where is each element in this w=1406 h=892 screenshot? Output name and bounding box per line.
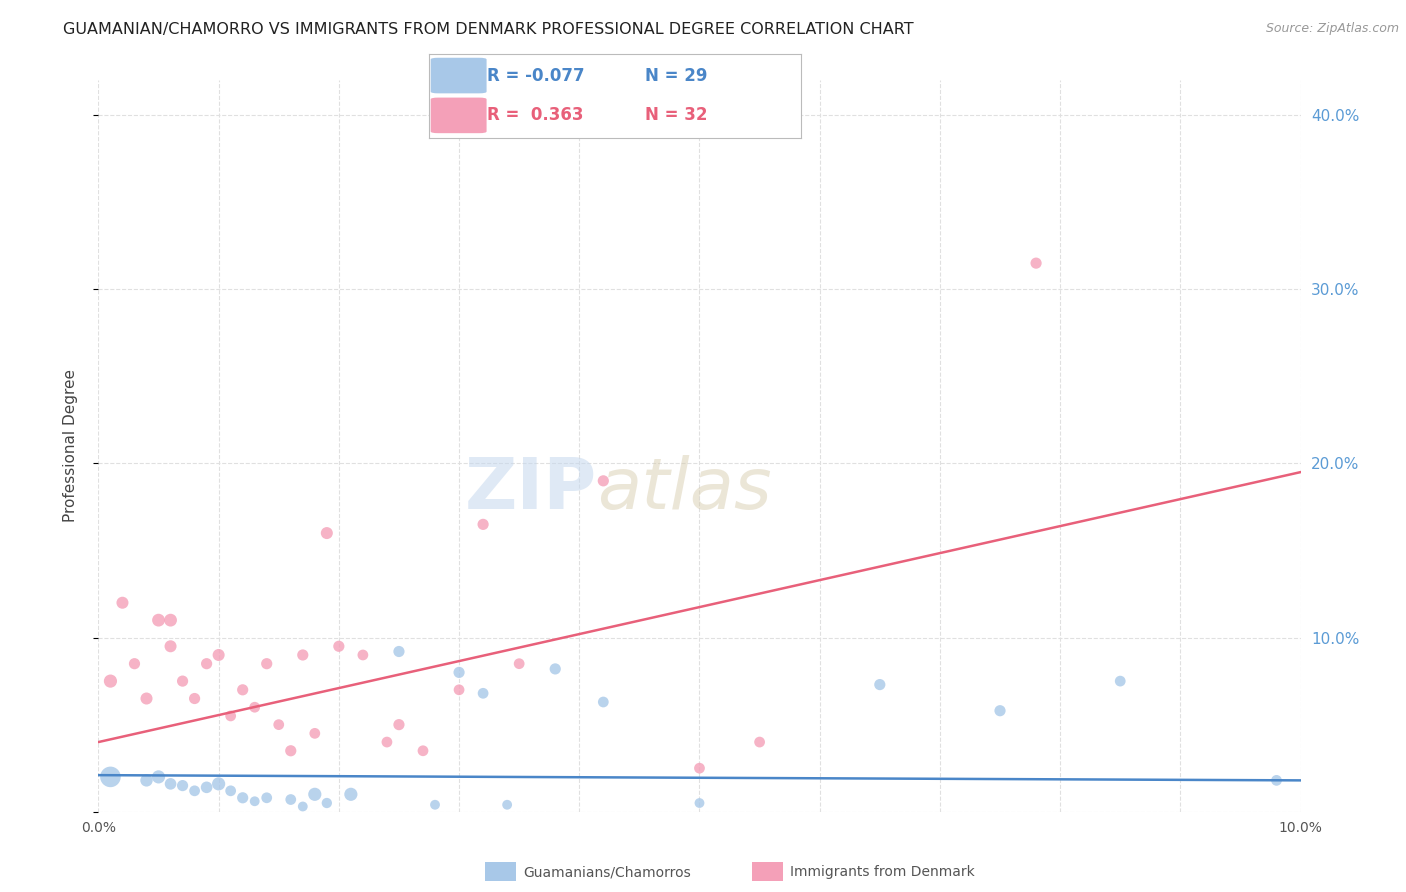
Point — [1025, 256, 1047, 270]
Point — [315, 796, 337, 810]
Point — [304, 787, 326, 801]
Point — [291, 799, 314, 814]
Point — [689, 761, 711, 775]
Point — [352, 648, 374, 662]
Point — [172, 674, 194, 689]
Point — [256, 790, 278, 805]
Point — [375, 735, 398, 749]
Text: Guamanians/Chamorros: Guamanians/Chamorros — [523, 865, 690, 880]
Text: ZIP: ZIP — [465, 456, 598, 524]
Point — [1265, 773, 1288, 788]
Point — [388, 644, 411, 658]
FancyBboxPatch shape — [430, 58, 486, 94]
Point — [280, 744, 302, 758]
Point — [388, 717, 411, 731]
Point — [159, 777, 181, 791]
Point — [100, 674, 122, 689]
Point — [135, 773, 157, 788]
Text: Immigrants from Denmark: Immigrants from Denmark — [790, 865, 974, 880]
Point — [195, 780, 218, 795]
Point — [447, 665, 470, 680]
Point — [232, 682, 254, 697]
Point — [159, 640, 181, 654]
Text: R =  0.363: R = 0.363 — [486, 106, 583, 124]
Point — [304, 726, 326, 740]
Point — [748, 735, 770, 749]
Point — [232, 790, 254, 805]
Point — [280, 792, 302, 806]
Point — [328, 640, 350, 654]
Point — [472, 686, 495, 700]
Point — [496, 797, 519, 812]
Point — [208, 648, 231, 662]
Text: R = -0.077: R = -0.077 — [486, 67, 585, 85]
Point — [988, 704, 1011, 718]
Point — [100, 770, 122, 784]
Point — [412, 744, 434, 758]
Point — [111, 596, 134, 610]
Point — [219, 784, 242, 798]
Text: atlas: atlas — [598, 456, 772, 524]
Point — [135, 691, 157, 706]
Text: Source: ZipAtlas.com: Source: ZipAtlas.com — [1265, 22, 1399, 36]
Point — [256, 657, 278, 671]
Point — [869, 677, 891, 691]
Point — [243, 700, 266, 714]
Point — [172, 779, 194, 793]
Point — [195, 657, 218, 671]
Point — [267, 717, 290, 731]
Point — [183, 691, 205, 706]
Point — [592, 695, 614, 709]
Point — [208, 777, 231, 791]
Point — [472, 517, 495, 532]
Point — [148, 613, 170, 627]
Point — [315, 526, 337, 541]
Point — [544, 662, 567, 676]
Point — [689, 796, 711, 810]
Point — [508, 657, 530, 671]
Point — [1109, 674, 1132, 689]
Point — [340, 787, 363, 801]
Text: GUAMANIAN/CHAMORRO VS IMMIGRANTS FROM DENMARK PROFESSIONAL DEGREE CORRELATION CH: GUAMANIAN/CHAMORRO VS IMMIGRANTS FROM DE… — [63, 22, 914, 37]
Y-axis label: Professional Degree: Professional Degree — [63, 369, 77, 523]
Point — [148, 770, 170, 784]
Point — [423, 797, 446, 812]
Point — [219, 709, 242, 723]
Text: N = 29: N = 29 — [645, 67, 707, 85]
Point — [291, 648, 314, 662]
Point — [592, 474, 614, 488]
Point — [159, 613, 181, 627]
Point — [124, 657, 146, 671]
Text: N = 32: N = 32 — [645, 106, 707, 124]
FancyBboxPatch shape — [430, 97, 486, 133]
Point — [447, 682, 470, 697]
Point — [243, 794, 266, 808]
Point — [183, 784, 205, 798]
